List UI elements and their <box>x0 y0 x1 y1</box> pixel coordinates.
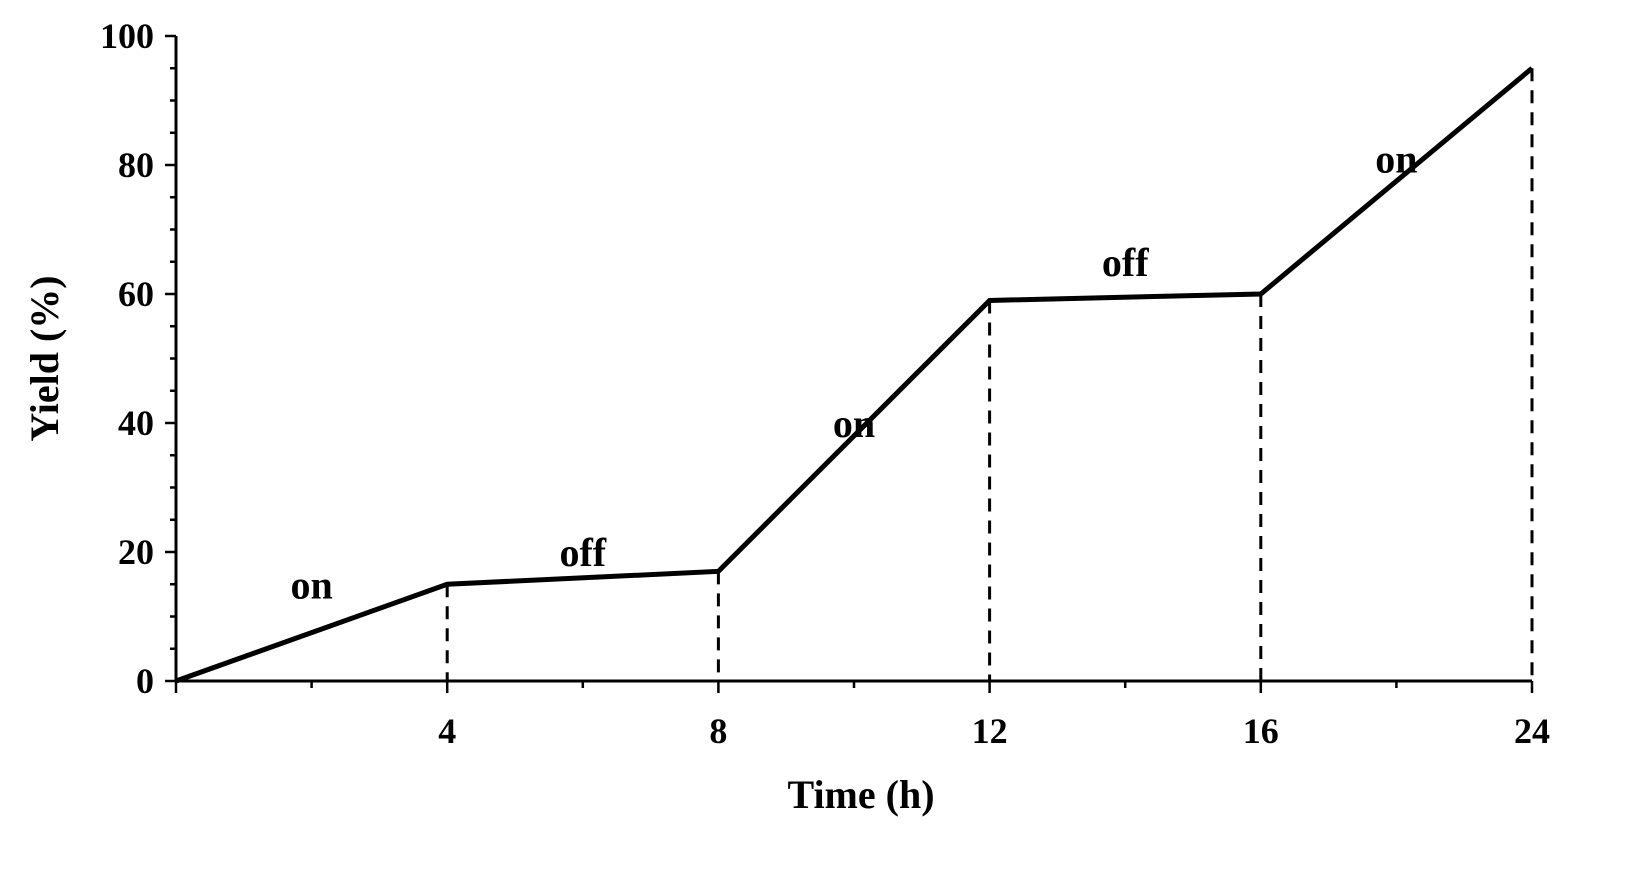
annotation-label: on <box>833 401 875 446</box>
annotation-label: on <box>290 562 332 607</box>
x-axis-title: Time (h) <box>787 772 934 817</box>
annotation-label: on <box>1375 137 1417 182</box>
x-tick-label: 4 <box>438 711 456 751</box>
y-tick-label: 0 <box>136 661 154 701</box>
annotations: on off on off on <box>290 137 1417 608</box>
series-line <box>175 66 1534 684</box>
series <box>175 66 1534 684</box>
y-tick-label: 80 <box>118 145 154 185</box>
x-tick-label: 12 <box>972 711 1008 751</box>
x-tick-label: 16 <box>1243 711 1279 751</box>
annotation-label: off <box>1102 240 1149 285</box>
x-tick-label: 24 <box>1514 711 1550 751</box>
annotation-label: off <box>559 530 606 575</box>
y-tick-label: 60 <box>118 274 154 314</box>
axes: 0 20 40 60 80 100 4 8 12 16 24 <box>100 16 1550 751</box>
y-axis-title: Yield (%) <box>22 275 67 441</box>
x-tick-label: 8 <box>709 711 727 751</box>
drop-lines <box>445 68 1534 681</box>
y-tick-label: 20 <box>118 532 154 572</box>
y-tick-label: 40 <box>118 403 154 443</box>
y-tick-label: 100 <box>100 16 154 56</box>
